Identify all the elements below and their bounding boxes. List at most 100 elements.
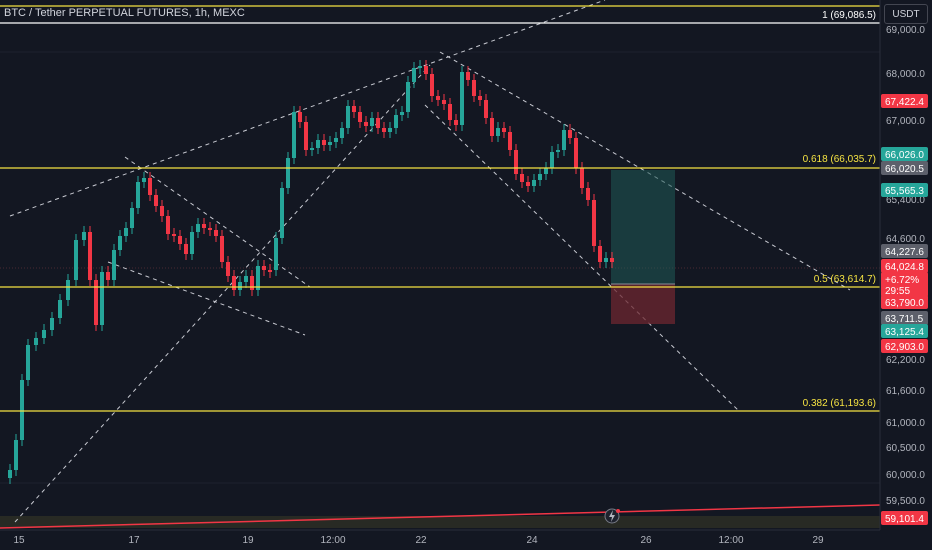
candle-body	[346, 106, 350, 128]
y-tick: 61,000.0	[886, 418, 925, 429]
fib-label-05: 0.5 (63,614.7)	[814, 274, 876, 285]
y-tick: 67,000.0	[886, 116, 925, 127]
price-tags: 67,422.4 66,026.0 66,020.5 65,565.3 64,227.6…	[881, 94, 928, 525]
candle-body	[20, 380, 24, 440]
candle-body	[232, 276, 236, 290]
candle-body	[118, 236, 122, 250]
candle-body	[130, 208, 134, 228]
x-tick: 19	[242, 535, 254, 546]
candle-body	[412, 68, 416, 82]
time-axis[interactable]: 15 17 19 12:00 22 24 26 12:00 29	[0, 529, 880, 550]
candle-body	[142, 178, 146, 182]
price-tag: 63,711.5	[881, 311, 928, 325]
candle-body	[184, 244, 188, 254]
x-tick: 17	[128, 535, 140, 546]
candle-body	[316, 140, 320, 148]
candle-body	[520, 174, 524, 182]
candle-body	[562, 130, 566, 150]
candle-body	[112, 250, 116, 280]
candle-body	[82, 232, 86, 240]
candle-body	[286, 158, 290, 188]
candle-body	[190, 232, 194, 254]
volume-strip	[0, 516, 880, 528]
candle-body	[34, 338, 38, 345]
candle-body	[50, 318, 54, 330]
y-tick: 61,600.0	[886, 386, 925, 397]
svg-text:63,790.0: 63,790.0	[885, 298, 924, 309]
price-tag: 59,101.4	[881, 511, 928, 525]
candle-body	[66, 280, 70, 300]
candle-body	[328, 142, 332, 145]
candle-body	[460, 72, 464, 125]
svg-text:66,020.5: 66,020.5	[885, 164, 924, 175]
fib-label-0618: 0.618 (66,035.7)	[803, 154, 876, 165]
candle-body	[598, 246, 602, 262]
y-tick: 60,500.0	[886, 443, 925, 454]
price-tag: 29:55	[881, 283, 928, 297]
candle-body	[496, 128, 500, 136]
price-tag: 64,227.6	[881, 244, 928, 258]
fib-label-1: 1 (69,086.5)	[822, 10, 876, 21]
candle-body	[508, 132, 512, 150]
candle-body	[370, 118, 374, 126]
candle-body	[610, 258, 614, 262]
candle-body	[100, 272, 104, 325]
candle-body	[448, 104, 452, 120]
svg-text:62,903.0: 62,903.0	[885, 342, 924, 353]
candle-body	[502, 128, 506, 132]
x-tick: 24	[526, 535, 538, 546]
candle-body	[94, 280, 98, 325]
y-tick: 65,400.0	[886, 195, 925, 206]
candle-body	[382, 128, 386, 132]
candle-body	[250, 276, 254, 290]
candle-body	[208, 228, 212, 230]
fib-levels[interactable]: 1 (69,086.5) 0.618 (66,035.7) 0.5 (63,61…	[0, 5, 880, 412]
candle-body	[26, 345, 30, 380]
candle-body	[592, 200, 596, 246]
candle-body	[472, 80, 476, 96]
x-tick: 29	[812, 535, 824, 546]
candle-body	[8, 470, 12, 478]
candle-body	[358, 112, 362, 122]
candle-body	[394, 115, 398, 128]
candle-body	[292, 112, 296, 158]
candle-body	[586, 188, 590, 200]
candle-body	[334, 138, 338, 142]
candle-body	[106, 272, 110, 280]
price-tag: +6.72%	[881, 272, 928, 286]
candle-body	[14, 440, 18, 470]
candle-body	[124, 228, 128, 236]
candle-body	[274, 238, 278, 270]
long-position-tool[interactable]	[611, 170, 675, 324]
candle-body	[202, 224, 206, 228]
candlesticks	[8, 60, 614, 484]
lightning-icon[interactable]	[604, 508, 620, 524]
candle-body	[74, 240, 78, 280]
y-tick: 68,000.0	[886, 69, 925, 80]
trendlines[interactable]	[9, 0, 851, 523]
x-tick: 22	[415, 535, 427, 546]
candle-body	[364, 122, 368, 126]
candle-body	[544, 168, 548, 174]
candle-body	[388, 128, 392, 132]
y-tick: 62,200.0	[886, 355, 925, 366]
candle-body	[532, 180, 536, 186]
y-tick: 64,600.0	[886, 234, 925, 245]
candle-body	[214, 230, 218, 236]
candle-body	[538, 174, 542, 180]
candle-body	[238, 282, 242, 290]
candle-body	[322, 140, 326, 145]
price-tag: 63,125.4	[881, 324, 928, 338]
moving-average-line	[0, 504, 881, 529]
currency-button[interactable]: USDT	[884, 4, 928, 24]
price-tag: 62,903.0	[881, 339, 928, 353]
candle-body	[424, 66, 428, 74]
candle-body	[166, 216, 170, 234]
candle-body	[268, 270, 272, 272]
price-tag: 63,790.0	[881, 295, 928, 309]
svg-text:67,422.4: 67,422.4	[885, 97, 924, 108]
candle-body	[478, 96, 482, 100]
y-tick: 59,500.0	[886, 496, 925, 507]
symbol-title[interactable]: BTC / Tether PERPETUAL FUTURES, 1h, MEXC	[4, 7, 245, 19]
